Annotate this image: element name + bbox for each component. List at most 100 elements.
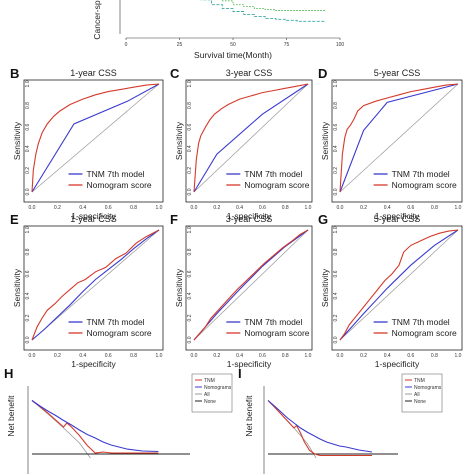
legend-entry: Nomograms (414, 385, 442, 391)
x-tick-label: 0.4 (236, 205, 243, 211)
y-tick-label: 0.6 (333, 270, 339, 277)
panel-title: 3-year CSS (226, 68, 273, 78)
y-tick-label: 0.8 (25, 248, 31, 255)
panel-title: 5-year CSS (374, 68, 421, 78)
roc-panel-b: B 1-year CSS Sensitivity 1-specificity 0.0 0.… (10, 66, 164, 221)
roc-panel-g: G 5-year CSS Sensitivity 1-specificity 0.0 0.… (318, 212, 463, 369)
reference-diagonal (339, 83, 459, 193)
y-tick-label: 0.0 (187, 336, 193, 343)
y-tick-label: 0.8 (25, 102, 31, 109)
x-tick-label: 0.8 (282, 205, 289, 211)
panel-title: 1-year CSS (70, 68, 117, 78)
panel-title: 5-year CSS (374, 214, 421, 224)
series-nomograms-line (31, 400, 159, 453)
y-tick-label: 0.0 (187, 188, 193, 195)
x-axis-label: 1-specificity (71, 359, 116, 369)
series-nomogram-score-line (339, 83, 459, 193)
x-tick-label: 50 (230, 42, 236, 48)
series-tnm-7th-model-line (339, 83, 459, 193)
y-tick-label: 0.0 (25, 188, 31, 195)
legend-entry: TNM 7th model (244, 317, 302, 327)
x-tick-label: 0.4 (79, 205, 86, 211)
x-tick-label: 0.4 (384, 205, 391, 211)
x-tick-label: 1.0 (156, 205, 163, 211)
x-tick-label: 0.2 (360, 205, 367, 211)
x-tick-label: 0.6 (407, 205, 414, 211)
legend-entry: All (414, 392, 420, 398)
y-tick-label: 0.2 (25, 314, 31, 321)
y-axis-label: Net benefit (6, 395, 16, 437)
y-tick-label: 1.0 (25, 80, 31, 87)
y-axis-label: Sensitivity (12, 268, 22, 307)
y-tick-label: 0.0 (25, 336, 31, 343)
x-tick-label: 0.6 (105, 353, 112, 359)
series-tnm-7th-model-line (31, 229, 160, 341)
series-all-line (31, 400, 91, 459)
legend-entry: Nomogram score (86, 180, 151, 190)
y-tick-label: 0.8 (187, 248, 193, 255)
survival-curve-1 (200, 0, 326, 23)
panel-title: 3-year CSS (226, 214, 273, 224)
x-tick-label: 0.6 (259, 205, 266, 211)
y-tick-label: 0.2 (187, 314, 193, 321)
x-tick-label: 1.0 (305, 353, 312, 359)
panel-label: C (170, 66, 180, 81)
x-tick-label: 0.0 (191, 353, 198, 359)
x-tick-label: 25 (177, 42, 183, 48)
plot-frame (331, 225, 463, 351)
x-tick-label: 0.8 (431, 205, 438, 211)
reference-diagonal (193, 83, 309, 193)
series-nomogram-score-line (31, 83, 160, 193)
panel-label: F (170, 212, 178, 227)
series-nomogram-score-line (339, 229, 459, 341)
legend-entry: TNM 7th model (244, 169, 302, 179)
y-tick-label: 0.4 (333, 292, 339, 299)
panel-label: G (318, 212, 328, 227)
series-nomogram-score-line (193, 83, 309, 193)
panel-label: B (10, 66, 19, 81)
x-axis-label: 1-specificity (227, 359, 272, 369)
x-tick-label: 0.0 (191, 205, 198, 211)
y-tick-label: 0.0 (333, 336, 339, 343)
y-tick-label: 1.0 (333, 226, 339, 233)
legend-entry: None (414, 399, 426, 405)
x-tick-label: 0.4 (79, 353, 86, 359)
y-tick-label: 0.8 (187, 102, 193, 109)
legend-entry: Nomogram score (392, 328, 457, 338)
y-tick-label: 0.6 (25, 124, 31, 131)
x-axis-label: 1-specificity (227, 211, 272, 221)
roc-panel-f: F 3-year CSS Sensitivity 1-specificity 0.0 0.… (170, 212, 313, 369)
y-tick-label: 0.8 (333, 248, 339, 255)
x-tick-label: 0.0 (29, 353, 36, 359)
legend-entry: TNM 7th model (86, 317, 144, 327)
x-tick-label: 0 (125, 42, 128, 48)
legend-entry: All (204, 392, 210, 398)
x-tick-label: 0.6 (259, 353, 266, 359)
x-tick-label: 0.2 (54, 353, 61, 359)
panel-label: D (318, 66, 327, 81)
survival-curve-2 (221, 0, 325, 11)
legend-entry: Nomogram score (244, 328, 309, 338)
y-tick-label: 0.2 (25, 167, 31, 174)
series-tnm-line (267, 400, 372, 457)
y-tick-label: 1.0 (187, 226, 193, 233)
x-tick-label: 0.2 (213, 353, 220, 359)
y-tick-label: 0.4 (187, 145, 193, 152)
legend-entry: Nomogram score (86, 328, 151, 338)
y-tick-label: 0.4 (25, 145, 31, 152)
panel-label: H (4, 366, 13, 381)
legend-entry: TNM (414, 378, 425, 384)
y-tick-label: 0.6 (187, 270, 193, 277)
plot-frame (331, 79, 463, 203)
x-tick-label: 0.6 (105, 205, 112, 211)
x-axis-label: 1-specificity (71, 211, 116, 221)
panel-label: E (10, 212, 19, 227)
x-tick-label: 1.0 (156, 353, 163, 359)
y-tick-label: 0.4 (333, 145, 339, 152)
y-tick-label: 1.0 (25, 226, 31, 233)
x-tick-label: 0.8 (431, 353, 438, 359)
y-tick-label: 1.0 (187, 80, 193, 87)
plot-frame (23, 225, 164, 351)
